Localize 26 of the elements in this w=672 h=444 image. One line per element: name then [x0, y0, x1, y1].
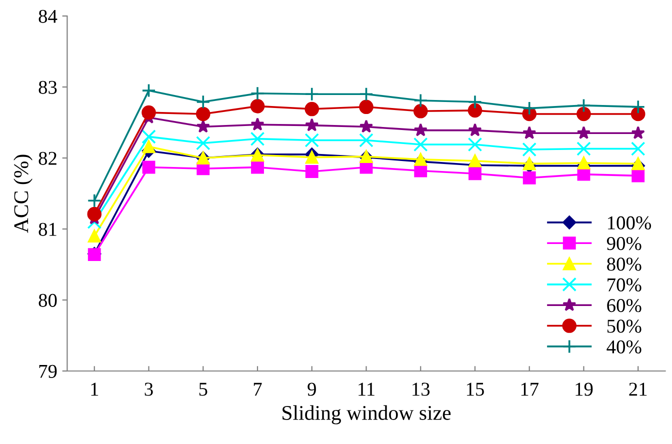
x-tick-label: 3 [144, 382, 153, 396]
x-tick-label: 15 [466, 382, 484, 396]
legend-label: 60% [607, 298, 642, 312]
x-tick-label: 5 [199, 382, 208, 396]
y-tick-label: 84 [38, 10, 58, 23]
x-axis-title: Sliding window size [282, 405, 451, 424]
legend-label: 100% [608, 216, 652, 230]
x-tick-label: 1 [91, 382, 98, 396]
x-tick-label: 7 [254, 382, 262, 396]
x-tick-label: 21 [629, 382, 647, 396]
y-tick-label: 82 [38, 152, 56, 165]
legend-label: 70% [608, 278, 642, 292]
y-axis-title: ACC (%) [14, 154, 32, 233]
legend-label: 40% [606, 340, 642, 354]
y-tick-label: 83 [38, 80, 57, 94]
x-tick-label: 17 [521, 382, 539, 396]
x-tick-label: 9 [308, 382, 316, 396]
y-tick-label: 79 [39, 364, 57, 378]
x-tick-label: 13 [412, 382, 430, 396]
legend-label: 80% [607, 258, 642, 271]
legend-label: 50% [607, 320, 642, 333]
y-tick-label: 81 [38, 222, 56, 236]
x-tick-label: 11 [358, 382, 374, 396]
legend-label: 90% [606, 236, 642, 250]
x-tick-label: 19 [576, 382, 593, 396]
y-tick-label: 80 [38, 294, 57, 307]
